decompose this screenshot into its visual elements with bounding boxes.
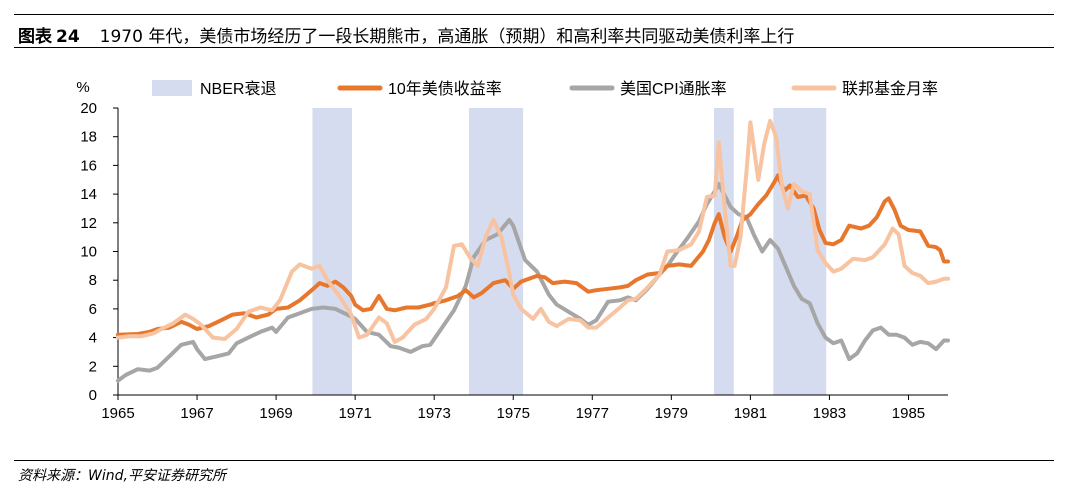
y-tick-label: 8 xyxy=(89,272,97,289)
recession-band-3 xyxy=(714,108,734,395)
figure-label: 图表 xyxy=(18,27,52,47)
recession-bands xyxy=(312,108,827,395)
source-note: 资料来源：Wind,平安证券研究所 xyxy=(18,468,226,484)
legend-label-cpi: 美国CPI通胀率 xyxy=(620,80,727,98)
legend-label-recession: NBER衰退 xyxy=(200,80,276,98)
x-tick-label: 1973 xyxy=(418,405,451,422)
axes: % 0 2 4 6 8 10 12 14 16 18 20 1965 1967 1969 1971 1973 19… xyxy=(76,79,948,422)
y-tick-label: 12 xyxy=(80,215,97,232)
y-tick-label: 2 xyxy=(89,358,97,375)
y-tick-label: 14 xyxy=(80,186,97,203)
figure-title-row: 图表 24 1970 年代，美债市场经历了一段长期熊市，高通胀（预期）和高利率共同驱… xyxy=(18,22,794,47)
y-axis-label: % xyxy=(76,79,89,96)
figure-number: 24 xyxy=(56,27,80,47)
legend-label-fed-funds: 联邦基金月率 xyxy=(842,80,938,98)
series-line-treasury xyxy=(116,173,950,337)
figure-title: 1970 年代，美债市场经历了一段长期熊市，高通胀（预期）和高利率共同驱动美债利… xyxy=(99,27,795,47)
legend: NBER衰退 10年美债收益率 美国CPI通胀率 联邦基金月率 xyxy=(152,80,938,98)
x-tick-label: 1965 xyxy=(101,405,134,422)
x-tick-label: 1975 xyxy=(497,405,530,422)
source-rule xyxy=(14,460,1054,461)
y-tick-label: 6 xyxy=(89,301,97,318)
series-lines xyxy=(116,118,950,383)
title-rule xyxy=(14,47,1054,48)
recession-band-1 xyxy=(312,108,352,395)
legend-swatch-recession xyxy=(152,80,192,96)
y-tick-label: 18 xyxy=(80,129,97,146)
x-tick-label: 1981 xyxy=(734,405,767,422)
y-tick-label: 4 xyxy=(89,330,97,347)
series-line-fed-funds xyxy=(116,118,950,344)
x-tick-label: 1977 xyxy=(576,405,609,422)
x-tick-label: 1969 xyxy=(259,405,292,422)
y-tick-label: 10 xyxy=(80,244,97,261)
line-chart: % 0 2 4 6 8 10 12 14 16 18 20 1965 1967 1969 1971 1973 19… xyxy=(76,79,950,422)
top-rule xyxy=(14,14,1054,15)
legend-label-treasury: 10年美债收益率 xyxy=(388,80,502,98)
x-tick-label: 1985 xyxy=(892,405,925,422)
x-tick-label: 1979 xyxy=(655,405,688,422)
x-tick-label: 1971 xyxy=(338,405,371,422)
y-tick-label: 20 xyxy=(80,100,97,117)
y-tick-label: 16 xyxy=(80,157,97,174)
y-tick-label: 0 xyxy=(89,387,97,404)
x-tick-label: 1983 xyxy=(813,405,846,422)
x-tick-label: 1967 xyxy=(180,405,213,422)
